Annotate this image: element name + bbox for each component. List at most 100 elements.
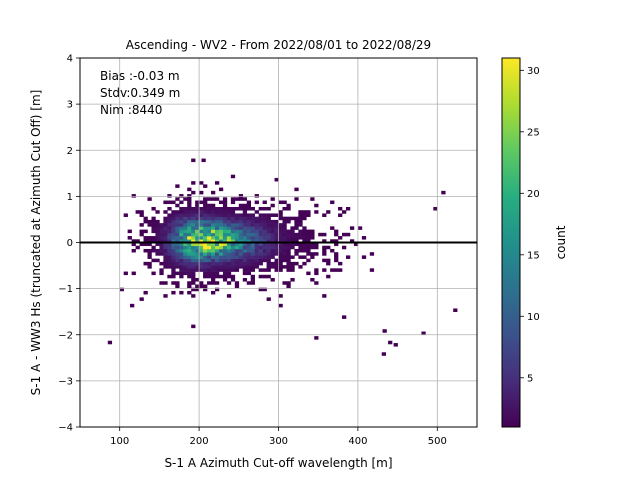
heatmap-cell (242, 203, 248, 208)
heatmap-cell (211, 232, 216, 237)
heatmap-cell (207, 248, 212, 253)
y-tick-label: 1 (67, 192, 73, 203)
heatmap-cell (191, 261, 196, 266)
heatmap-cell (242, 219, 248, 224)
heatmap-cell (155, 219, 160, 224)
heatmap-cell (266, 213, 271, 217)
y-tick-label: −3 (58, 376, 73, 387)
heatmap-cell (254, 258, 259, 263)
heatmap-cell (218, 245, 224, 250)
heatmap-cell (250, 245, 255, 250)
heatmap-cell (119, 287, 124, 292)
heatmap-cell (214, 213, 220, 217)
heatmap-cell (163, 252, 168, 256)
heatmap-cell (326, 210, 331, 214)
heatmap-cell (214, 239, 220, 243)
heatmap-cell (131, 271, 136, 276)
heatmap-cell (314, 268, 319, 272)
heatmap-cell (226, 255, 232, 259)
colorbar-label: count (554, 225, 568, 259)
heatmap-cell (151, 219, 156, 224)
heatmap-cell (199, 226, 204, 230)
heatmap-cell (167, 265, 172, 269)
heatmap-cell (211, 206, 216, 211)
heatmap-cell (211, 223, 216, 227)
heatmap-cell (218, 242, 224, 247)
heatmap-cell (203, 287, 208, 292)
heatmap-cell (230, 232, 236, 237)
heatmap-cell (290, 268, 295, 272)
heatmap-cell (246, 255, 252, 259)
heatmap-cell (242, 268, 248, 272)
heatmap-cell (274, 219, 279, 224)
heatmap-cell (163, 223, 168, 227)
heatmap-cell (199, 248, 204, 253)
heatmap-cell (238, 229, 244, 234)
heatmap-cell (171, 236, 176, 240)
heatmap-cell (199, 265, 204, 269)
heatmap-cell (234, 261, 240, 266)
y-axis-ticks: −4 −3 −2 −1 0 1 2 3 4 (58, 54, 80, 434)
heatmap-cell (214, 287, 220, 292)
heatmap-cell (282, 265, 287, 269)
heatmap-cell (179, 229, 184, 234)
heatmap-cell (214, 242, 220, 247)
heatmap-cell (191, 268, 196, 272)
heatmap-cell (250, 278, 255, 282)
heatmap-cell (254, 245, 259, 250)
heatmap-cell (151, 223, 156, 227)
heatmap-cell (191, 265, 196, 269)
heatmap-cell (238, 252, 244, 256)
heatmap-cell (199, 252, 204, 256)
stats-stdv: Stdv:0.349 m (100, 86, 180, 100)
heatmap-cell (222, 232, 228, 237)
heatmap-cell (211, 197, 216, 201)
y-tick-label: 4 (67, 54, 73, 65)
heatmap-cell (203, 248, 208, 253)
heatmap-cell (175, 265, 180, 269)
heatmap-cell (171, 274, 176, 279)
heatmap-cell (226, 219, 232, 224)
heatmap-cell (143, 236, 148, 240)
heatmap-cell (298, 219, 303, 224)
heatmap-cell (254, 232, 259, 237)
heatmap-cell (143, 248, 148, 253)
heatmap-cell (234, 255, 240, 259)
heatmap-cell (326, 258, 331, 263)
heatmap-cell (242, 271, 248, 276)
heatmap-cell (246, 271, 252, 276)
heatmap-cell (214, 219, 220, 224)
heatmap-cell (222, 226, 228, 230)
heatmap-cell (214, 274, 220, 279)
heatmap-cell (222, 274, 228, 279)
heatmap-outlier-cell (342, 315, 347, 319)
heatmap-cell (195, 258, 200, 263)
heatmap-cell (175, 229, 180, 234)
heatmap-cell (238, 197, 244, 201)
heatmap-cell (191, 236, 196, 240)
heatmap-cell (286, 239, 291, 243)
heatmap-cell (199, 223, 204, 227)
heatmap-cell (211, 203, 216, 208)
heatmap-cell (214, 245, 220, 250)
heatmap-cell (167, 261, 172, 266)
heatmap-cell (195, 248, 200, 253)
heatmap-cell (195, 229, 200, 234)
heatmap-cell (159, 226, 164, 230)
heatmap-cell (294, 232, 299, 237)
heatmap-cell (199, 200, 204, 205)
heatmap-cell (207, 268, 212, 272)
heatmap-cell (369, 268, 375, 272)
heatmap-cell (294, 248, 299, 253)
heatmap-cell (203, 197, 208, 201)
heatmap-cell (266, 274, 271, 279)
heatmap-cell (266, 219, 271, 224)
heatmap-cell (187, 265, 192, 269)
heatmap-cell (195, 223, 200, 227)
heatmap-cell (254, 242, 259, 247)
heatmap-cell (334, 258, 339, 263)
heatmap-cell (238, 265, 244, 269)
heatmap-cell (250, 206, 255, 211)
heatmap-cell (258, 274, 263, 279)
heatmap-cell (218, 232, 224, 237)
